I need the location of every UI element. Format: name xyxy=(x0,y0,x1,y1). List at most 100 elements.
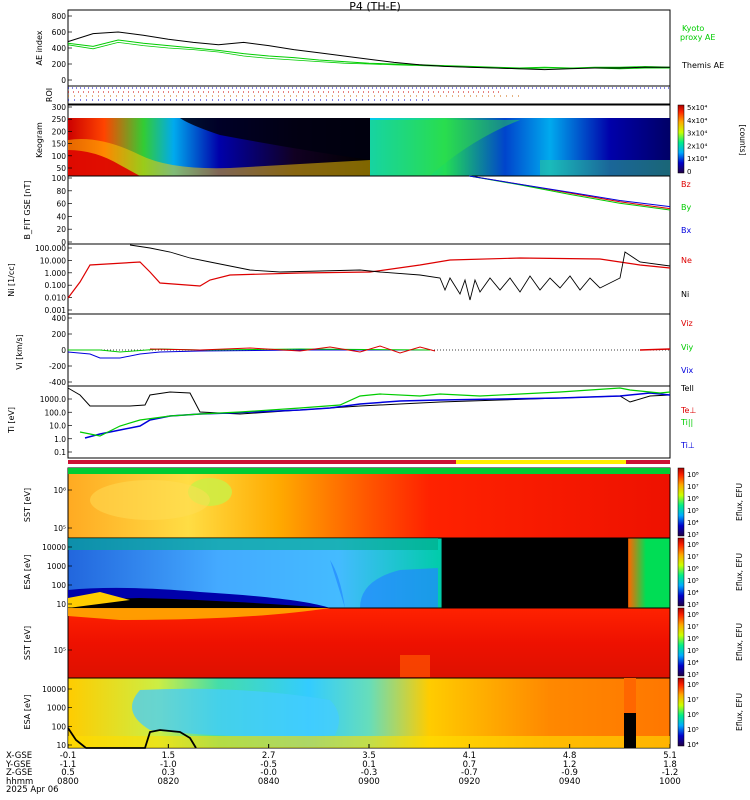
vi-ylabel: Vi [km/s] xyxy=(15,334,24,370)
y-tick-label: 800 xyxy=(52,12,67,21)
esa-e-ylabel: ESA [eV] xyxy=(23,555,32,590)
y-tick-label: 50 xyxy=(56,164,66,173)
legend-kyoto: Kyoto xyxy=(682,24,704,33)
esa-i-ylabel: ESA [eV] xyxy=(23,695,32,730)
ti-legend: Tell Te⊥ Ti|| Ti⊥ xyxy=(680,384,696,450)
colorbar-tick-label: 10⁸ xyxy=(687,681,699,689)
y-tick-label: 250 xyxy=(52,115,67,124)
vi-panel: Vi [km/s] 400 200 0 -200 -400 Viz Viy Vix xyxy=(15,313,694,387)
legend-entry: Ne xyxy=(681,256,692,265)
ae-yticks: 800 600 400 200 0 xyxy=(52,12,72,85)
y-tick-label: 10⁵ xyxy=(53,524,66,533)
y-tick-label: 600 xyxy=(52,28,67,37)
esa-i-colorbar-label: Eflux, EFU xyxy=(735,693,744,731)
ti-perp-line xyxy=(84,392,671,439)
esa-e-colorbar xyxy=(677,537,685,607)
y-tick-label: 100 xyxy=(52,174,67,183)
footer-column: 3.5 0.1 -0.3 0900 xyxy=(358,751,380,787)
sst-i-colorbar xyxy=(677,607,685,677)
y-tick-label: 10000 xyxy=(42,685,66,694)
y-tick-label: 0.001 xyxy=(45,306,67,315)
ae-series-proxy-ae xyxy=(67,41,671,70)
y-tick-label: 0.100 xyxy=(45,281,67,290)
colorbar-tick-label: 10⁶ xyxy=(687,635,699,643)
sst-i-yticks: 10⁵ xyxy=(53,646,72,655)
viz-line-end xyxy=(639,348,671,351)
footer-column: 5.1 1.8 -1.2 1000 xyxy=(659,751,681,787)
y-tick-label: 0 xyxy=(61,346,66,355)
ti-ylabel: Ti [eV] xyxy=(7,407,16,434)
y-tick-label: 1.0 xyxy=(54,435,66,444)
y-tick-label: 10000 xyxy=(42,543,66,552)
y-tick-label: 0.1 xyxy=(54,448,66,457)
esa-e-yticks: 10000 1000 100 10 xyxy=(42,543,72,609)
sst-i-colorbar-ticks: 10⁸ 10⁷ 10⁶ 10⁵ 10⁴ 10³ xyxy=(687,611,699,679)
colorbar-tick-label: 0 xyxy=(687,168,691,176)
esa-i-colorbar-ticks: 10⁸ 10⁷ 10⁶ 10⁵ 10⁴ xyxy=(687,681,699,749)
y-tick-label: 10 xyxy=(56,600,66,609)
colorbar-tick-label: 10⁷ xyxy=(687,696,699,704)
legend-entry: Viz xyxy=(681,319,693,328)
ni-yticks: 100.000 10.000 1.000 0.100 0.010 0.001 xyxy=(35,244,72,315)
sst-e-yticks: 10⁶ 10⁵ xyxy=(53,486,72,533)
y-tick-label: 20 xyxy=(56,225,66,234)
vi-legend: Viz Viy Vix xyxy=(681,319,694,375)
esa-e-colorbar-label: Eflux, EFU xyxy=(735,553,744,591)
x-axis-ticks xyxy=(67,744,671,748)
tell-line xyxy=(67,387,671,415)
y-tick-label: 100.0 xyxy=(45,408,67,417)
y-tick-label: 150 xyxy=(52,140,67,149)
y-tick-label: 1000.0 xyxy=(40,395,66,404)
ae-panel: AE index 800 600 400 200 0 Kyoto proxy AE Th… xyxy=(35,9,724,87)
y-tick-label: 200 xyxy=(52,330,67,339)
sst-ion-panel: SST [eV] 10⁵ 10⁸ 10⁷ 10⁶ 10⁵ 10⁴ 10³ Eflux, E… xyxy=(23,607,744,679)
legend-entry: Tell xyxy=(680,384,694,393)
colorbar-tick-label: 10⁵ xyxy=(687,507,699,515)
colorbar-tick-label: 10⁸ xyxy=(687,471,699,479)
sst-i-colorbar-label: Eflux, EFU xyxy=(735,623,744,661)
y-tick-label: 100 xyxy=(52,722,67,731)
sst-e-ylabel: SST [eV] xyxy=(23,488,32,522)
y-tick-label: -200 xyxy=(49,362,66,371)
y-tick-label: 300 xyxy=(52,103,67,112)
y-tick-label: 0 xyxy=(61,76,66,85)
esa-i-colorbar xyxy=(677,677,685,747)
ni-legend: Ne Ni xyxy=(681,256,692,299)
colorbar-tick-label: 10⁵ xyxy=(687,577,699,585)
keogram-ylabel: Keogram xyxy=(35,122,44,158)
ae-lines xyxy=(67,31,671,71)
esa-i-yticks: 10000 1000 100 10 xyxy=(42,685,72,750)
y-tick-label: 60 xyxy=(56,200,66,209)
ni-line xyxy=(129,244,671,301)
colorbar-tick-label: 10³ xyxy=(687,601,699,609)
ae-series-themis-ae xyxy=(67,31,670,71)
y-tick-label: 400 xyxy=(52,44,67,53)
colorbar-tick-label: 3x10⁴ xyxy=(687,130,708,138)
bfit-ylabel: B_FIT GSE [nT] xyxy=(23,181,32,240)
ni-ylabel: Ni [1/cc] xyxy=(7,263,16,297)
ti-yticks: 1000.0 100.0 10.0 1.0 0.1 xyxy=(40,395,72,457)
footer-column: 4.1 0.7 -0.7 0920 xyxy=(458,751,481,787)
colorbar-tick-label: 10⁴ xyxy=(687,741,699,749)
colorbar-tick-label: 10⁸ xyxy=(687,541,699,549)
footer-column: 4.8 1.2 -0.9 0940 xyxy=(558,751,581,787)
legend-entry: Bx xyxy=(681,226,691,235)
colorbar-tick-label: 10⁶ xyxy=(687,565,699,573)
y-tick-label: 400 xyxy=(52,314,67,323)
colorbar-tick-label: 10⁷ xyxy=(687,483,699,491)
keogram-yticks: 300 250 200 150 100 50 xyxy=(52,103,72,173)
sst-electron-panel: SST [eV] 10⁶ 10⁵ 10⁸ 10⁷ 10⁶ 10⁵ 10⁴ 10³ Eflux… xyxy=(23,467,744,539)
colorbar-tick-label: 10⁴ xyxy=(687,659,699,667)
colorbar-tick-label: 10⁸ xyxy=(687,611,699,619)
y-tick-label: 200 xyxy=(52,127,67,136)
footer-row-labels: X-GSE Y-GSE Z-GSE hhmm 2025 Apr 06 xyxy=(6,751,59,796)
footer-column: -0.1 -1.1 0.5 0800 xyxy=(57,751,79,787)
legend-themis-ae: Themis AE xyxy=(681,61,724,70)
colorbar-tick-label: 4x10⁴ xyxy=(687,117,708,125)
legend-entry: Ti⊥ xyxy=(680,441,695,450)
colorbar-tick-label: 10³ xyxy=(687,671,699,679)
b-series-bx xyxy=(469,175,671,208)
legend-entry: Ti|| xyxy=(680,418,693,427)
